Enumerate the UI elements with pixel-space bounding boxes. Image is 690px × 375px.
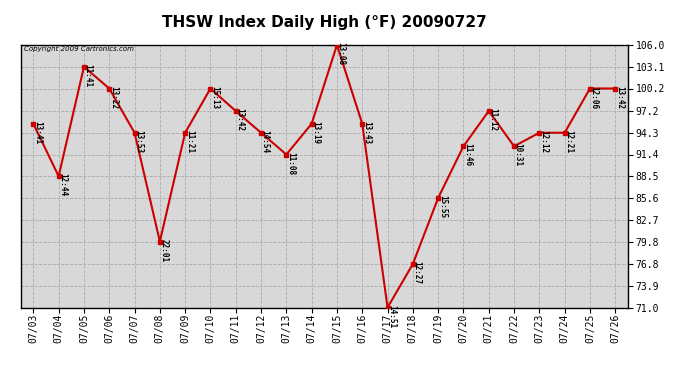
Text: 13:22: 13:22 [109, 86, 118, 109]
Text: 12:12: 12:12 [539, 130, 548, 153]
Text: 14:54: 14:54 [261, 130, 270, 153]
Text: 13:08: 13:08 [337, 42, 346, 65]
Text: 13:42: 13:42 [615, 86, 624, 109]
Text: 13:43: 13:43 [362, 121, 371, 144]
Text: 14:51: 14:51 [387, 305, 396, 328]
Text: 13:41: 13:41 [33, 121, 42, 144]
Text: Copyright 2009 Cartronics.com: Copyright 2009 Cartronics.com [23, 46, 134, 53]
Text: 15:13: 15:13 [210, 86, 219, 109]
Text: 11:41: 11:41 [83, 64, 92, 87]
Text: 15:55: 15:55 [438, 195, 447, 218]
Text: 13:19: 13:19 [311, 121, 320, 144]
Text: 10:31: 10:31 [514, 144, 523, 166]
Text: 11:21: 11:21 [185, 130, 194, 153]
Text: 11:08: 11:08 [286, 152, 295, 175]
Text: 12:06: 12:06 [590, 86, 599, 109]
Text: THSW Index Daily High (°F) 20090727: THSW Index Daily High (°F) 20090727 [162, 15, 486, 30]
Text: 13:42: 13:42 [235, 108, 244, 131]
Text: 12:21: 12:21 [564, 130, 573, 153]
Text: 12:44: 12:44 [59, 174, 68, 196]
Text: 13:53: 13:53 [135, 130, 144, 153]
Text: 11:12: 11:12 [489, 108, 497, 131]
Text: 11:46: 11:46 [463, 144, 472, 166]
Text: 22:01: 22:01 [159, 239, 168, 262]
Text: 12:27: 12:27 [413, 261, 422, 284]
